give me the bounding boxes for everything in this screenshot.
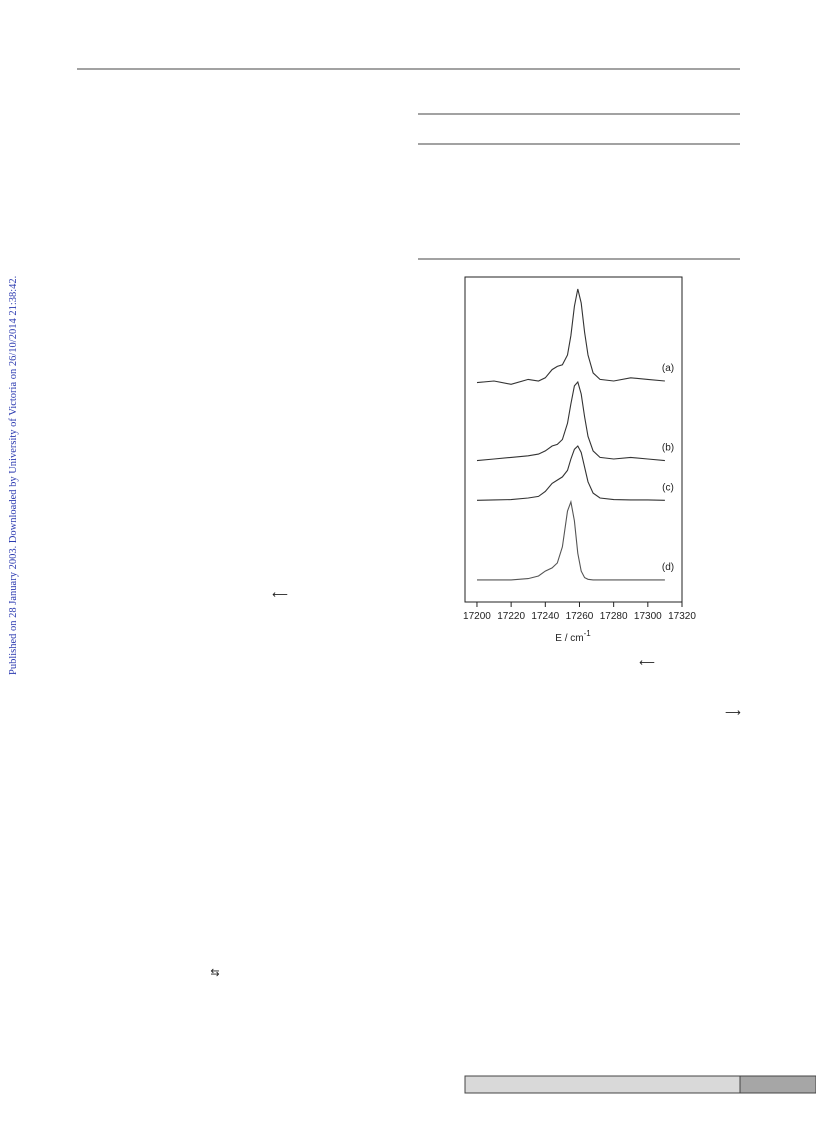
side-note: Published on 28 January 2003. Downloaded… [8, 276, 19, 675]
x-tick-label: 17220 [497, 611, 525, 622]
spectrum-line [476, 445, 665, 501]
footer-bar [464, 1075, 741, 1094]
x-axis-label-sup: -1 [584, 629, 592, 638]
plot-frame [464, 276, 683, 603]
series-label: (c) [662, 482, 674, 493]
series-label: (b) [662, 443, 674, 454]
x-axis-label: E / cm-1 [555, 629, 591, 644]
spectrum-line [476, 380, 665, 462]
footer-bar-end [739, 1075, 816, 1094]
arrow-symbol: ⟶ [725, 706, 741, 719]
x-tick-label: 17280 [600, 611, 628, 622]
arrow-symbol: ⟵ [272, 588, 288, 601]
arrow-symbol: ⟵ [639, 656, 655, 669]
x-tick-label: 17240 [531, 611, 559, 622]
series-label: (d) [662, 562, 674, 573]
x-axis-label-text: E / cm [555, 633, 583, 644]
x-tick-label: 17320 [668, 611, 696, 622]
x-tick-label: 17300 [634, 611, 662, 622]
spectrum-line [476, 288, 665, 385]
x-tick-label: 17260 [566, 611, 594, 622]
arrow-symbol: ⇆ [210, 966, 219, 979]
series-label: (a) [662, 363, 674, 374]
spectrum-line [477, 499, 665, 581]
x-tick-label: 17200 [463, 611, 491, 622]
